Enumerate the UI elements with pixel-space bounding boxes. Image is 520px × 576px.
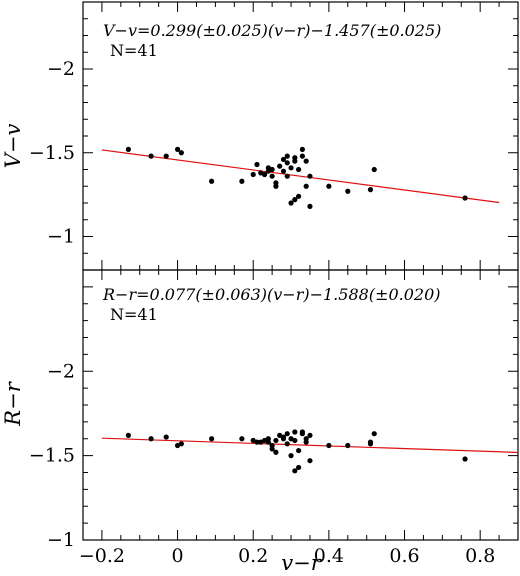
data-point bbox=[174, 146, 181, 152]
data-point bbox=[307, 173, 313, 179]
n-label-bottom: N=41 bbox=[110, 305, 158, 324]
data-point bbox=[269, 446, 275, 452]
data-point bbox=[273, 449, 279, 455]
data-point bbox=[292, 429, 298, 435]
data-point bbox=[307, 458, 313, 464]
data-point bbox=[345, 188, 351, 194]
data-point bbox=[284, 153, 290, 159]
data-point bbox=[303, 436, 309, 442]
data-point bbox=[125, 146, 131, 152]
data-point bbox=[250, 171, 256, 178]
data-point bbox=[371, 166, 377, 173]
data-point bbox=[303, 183, 309, 189]
data-point bbox=[284, 441, 290, 447]
data-point bbox=[280, 168, 287, 174]
data-point bbox=[288, 453, 294, 459]
x-tick-label: 0 bbox=[172, 545, 184, 567]
data-point bbox=[284, 160, 290, 166]
y-tick-label: −1.5 bbox=[29, 142, 75, 164]
data-point bbox=[265, 436, 271, 442]
data-point bbox=[299, 153, 305, 159]
data-point bbox=[345, 442, 351, 449]
data-point bbox=[288, 200, 294, 206]
data-point bbox=[462, 456, 468, 462]
y-tick-label: −1 bbox=[47, 529, 75, 551]
data-point bbox=[277, 163, 283, 169]
fit-line bbox=[101, 437, 519, 454]
data-point bbox=[178, 441, 184, 447]
data-point bbox=[307, 432, 313, 438]
data-point bbox=[148, 436, 154, 442]
data-point bbox=[292, 437, 298, 444]
data-point bbox=[303, 158, 309, 164]
data-point bbox=[280, 156, 287, 163]
fit-line bbox=[101, 149, 500, 204]
x-tick-label: 0.2 bbox=[238, 545, 268, 567]
n-label-top: N=41 bbox=[110, 41, 158, 60]
data-point bbox=[284, 431, 290, 437]
data-point bbox=[462, 195, 468, 201]
data-point bbox=[299, 146, 305, 152]
y-tick-label: −2 bbox=[47, 58, 75, 80]
data-point bbox=[280, 436, 287, 442]
data-point bbox=[296, 166, 302, 173]
data-point bbox=[288, 165, 294, 171]
panel-bottom: R−r=0.077(±0.063)(v−r)−1.588(±0.020) N=4… bbox=[1, 269, 519, 575]
data-point bbox=[269, 166, 275, 173]
data-point bbox=[125, 432, 131, 438]
fit-equation-top: V−v=0.299(±0.025)(v−r)−1.457(±0.025) bbox=[103, 21, 441, 40]
data-point bbox=[269, 173, 275, 179]
y-tick-label: −1 bbox=[47, 226, 75, 248]
data-point bbox=[209, 436, 215, 442]
x-tick-label: 0.8 bbox=[465, 545, 495, 567]
data-point bbox=[296, 193, 302, 199]
data-point bbox=[209, 178, 215, 184]
x-tick-label: −0.2 bbox=[79, 545, 125, 567]
data-point bbox=[254, 161, 260, 168]
data-point bbox=[239, 436, 245, 442]
data-point bbox=[326, 442, 332, 449]
data-point bbox=[261, 171, 268, 178]
y-axis-label-bottom: R−r bbox=[1, 380, 25, 426]
data-point bbox=[326, 183, 332, 189]
fit-equation-bottom: R−r=0.077(±0.063)(v−r)−1.588(±0.020) bbox=[102, 285, 441, 304]
data-point bbox=[371, 431, 377, 437]
x-tick-label: 0.4 bbox=[314, 545, 344, 567]
x-tick-label: 0.6 bbox=[389, 545, 419, 567]
data-point bbox=[148, 153, 154, 159]
panel-top: V−v=0.299(±0.025)(v−r)−1.457(±0.025) N=4… bbox=[1, 1, 519, 271]
x-axis-label: v−r bbox=[281, 551, 322, 575]
y-axis-label-top: V−v bbox=[1, 124, 25, 169]
data-point bbox=[367, 187, 374, 193]
data-point bbox=[292, 468, 298, 474]
y-tick-label: −1.5 bbox=[29, 445, 75, 467]
data-point bbox=[163, 434, 169, 440]
data-point bbox=[292, 197, 298, 203]
data-point bbox=[163, 153, 169, 159]
data-point bbox=[292, 155, 298, 161]
data-point bbox=[296, 464, 302, 471]
data-point bbox=[254, 439, 260, 445]
y-tick-label: −2 bbox=[47, 360, 75, 382]
data-point bbox=[367, 441, 374, 447]
data-point bbox=[284, 173, 290, 179]
data-point bbox=[178, 150, 184, 156]
data-point bbox=[273, 437, 279, 444]
data-point bbox=[299, 431, 305, 437]
data-point bbox=[307, 203, 313, 209]
data-point bbox=[273, 183, 279, 189]
data-point bbox=[296, 447, 302, 454]
data-point bbox=[239, 178, 245, 184]
